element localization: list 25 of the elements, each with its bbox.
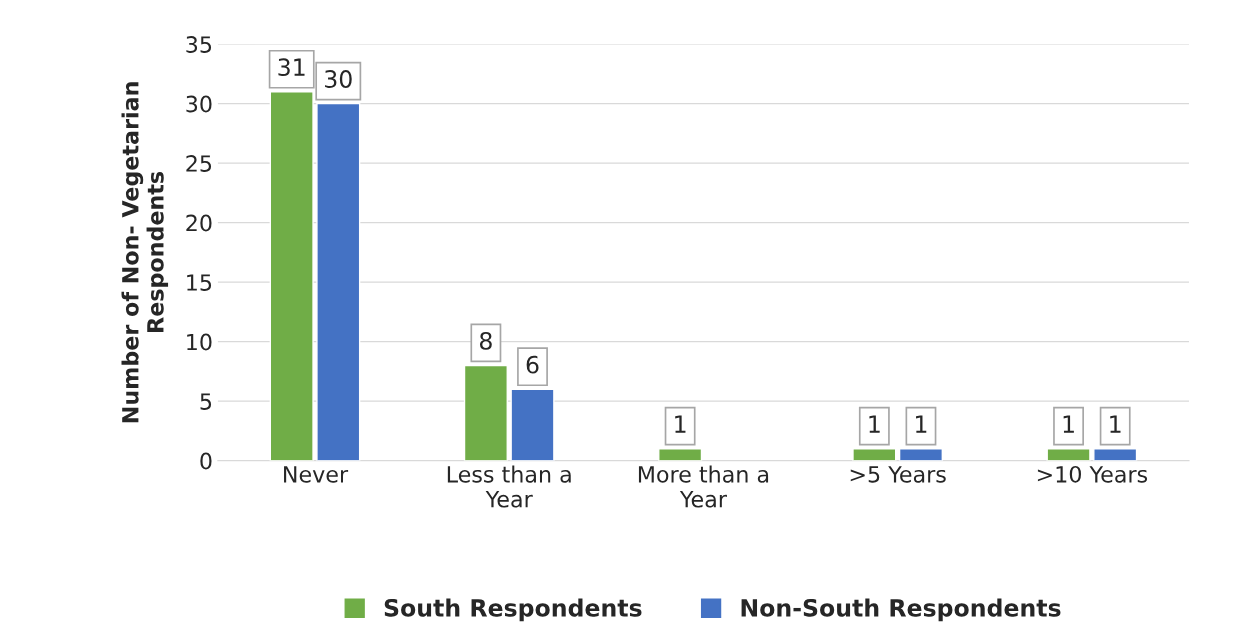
y-axis-title: Number of Non- Vegetarian Respondents <box>121 82 169 423</box>
data-label: 1 <box>869 415 880 433</box>
y-tick-label: 35 <box>186 36 212 53</box>
y-tick-label: 10 <box>187 333 212 351</box>
y-tick-label: 0 <box>200 452 212 470</box>
y-tick-label: 30 <box>186 95 212 113</box>
x-tick-label: Less than a Year <box>447 465 571 508</box>
x-tick-label: >10 Years <box>1037 465 1148 483</box>
legend-label: Non-South Respondents <box>741 598 1061 622</box>
y-tick-label: 15 <box>187 274 212 291</box>
legend-label: South Respondents <box>384 598 642 622</box>
data-label: 1 <box>1063 415 1074 433</box>
y-tick-label: 5 <box>200 393 212 410</box>
data-label: 1 <box>916 415 927 433</box>
data-label: 1 <box>675 415 686 433</box>
data-label: 30 <box>325 70 352 88</box>
y-tick-label: 20 <box>186 214 212 232</box>
data-label: 6 <box>526 355 539 374</box>
x-tick-label: Never <box>284 466 349 483</box>
y-tick-label: 25 <box>186 155 212 172</box>
data-label: 31 <box>278 58 305 77</box>
data-label: 8 <box>479 331 492 350</box>
x-tick-label: More than a Year <box>638 465 769 508</box>
data-label: 1 <box>1110 415 1121 433</box>
x-tick-label: >5 Years <box>850 466 946 483</box>
